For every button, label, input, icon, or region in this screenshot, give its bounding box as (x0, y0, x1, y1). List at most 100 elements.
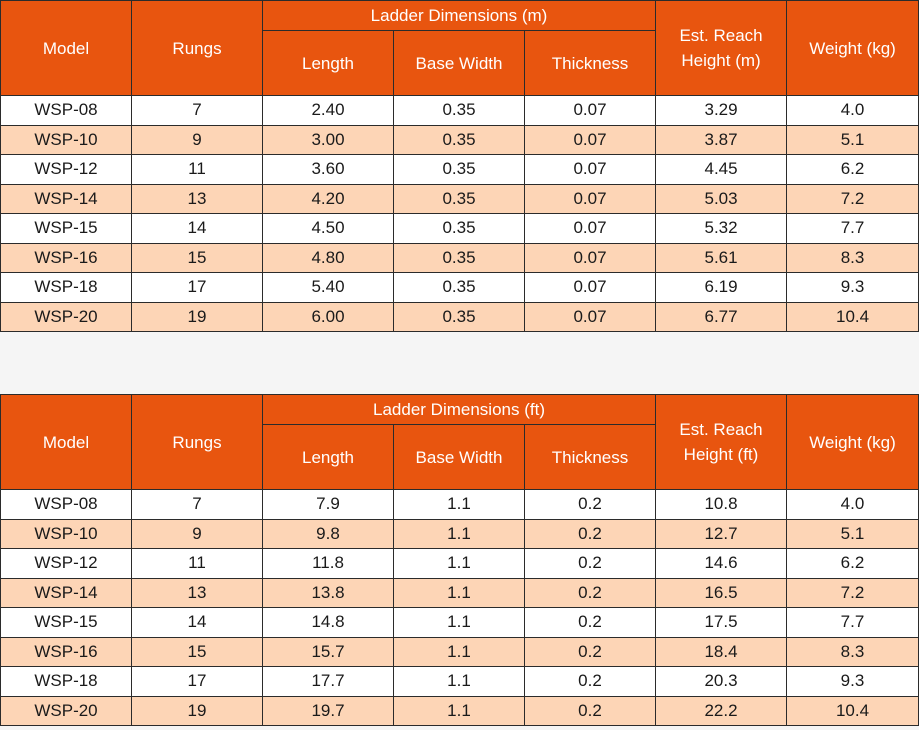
cell-reach-height: 17.5 (655, 607, 787, 638)
cell-model: WSP-16 (0, 242, 132, 273)
cell-weight: 5.1 (786, 518, 919, 549)
cell-length: 5.40 (262, 272, 394, 303)
column-header-base-width: Base Width (393, 424, 525, 490)
cell-reach-height: 20.3 (655, 666, 787, 697)
column-header-model: Model (0, 394, 132, 490)
cell-model: WSP-14 (0, 577, 132, 608)
cell-model: WSP-15 (0, 607, 132, 638)
cell-model: WSP-20 (0, 301, 132, 332)
cell-thickness: 0.07 (523, 272, 657, 303)
cell-length: 4.20 (262, 183, 394, 214)
table-body: WSP-08 7 7.9 1.1 0.2 10.8 4.0 WSP-10 9 9.8 1.1 0.2 1… (0, 489, 919, 726)
cell-thickness: 0.2 (524, 695, 656, 726)
column-header-base-width: Base Width (393, 30, 525, 96)
column-group-header-dimensions: Ladder Dimensions (m) (261, 0, 657, 31)
column-header-thickness: Thickness (524, 424, 656, 490)
cell-model: WSP-08 (0, 95, 132, 126)
cell-base-width: 1.1 (393, 695, 525, 726)
column-header-length: Length (262, 424, 394, 490)
table-row: WSP-08 7 2.40 0.35 0.07 3.29 4.0 (0, 95, 919, 126)
cell-base-width: 0.35 (393, 183, 525, 214)
cell-model: WSP-10 (0, 124, 132, 155)
cell-thickness: 0.07 (523, 95, 657, 126)
cell-length: 7.9 (262, 489, 394, 520)
cell-rungs: 14 (131, 607, 263, 638)
reach-header-line1: Est. Reach (679, 420, 763, 439)
cell-rungs: 9 (131, 124, 263, 155)
cell-model: WSP-14 (0, 183, 132, 214)
table-row: WSP-12 11 11.8 1.1 0.2 14.6 6.2 (0, 548, 919, 579)
cell-base-width: 0.35 (393, 124, 525, 155)
cell-thickness: 0.07 (523, 242, 657, 273)
cell-weight: 9.3 (786, 666, 919, 697)
cell-weight: 5.1 (786, 124, 919, 155)
cell-base-width: 1.1 (393, 548, 525, 579)
table-body: WSP-08 7 2.40 0.35 0.07 3.29 4.0 WSP-10 9 3.00 0.3… (0, 95, 919, 332)
cell-reach-height: 3.87 (655, 124, 788, 155)
cell-base-width: 1.1 (393, 607, 525, 638)
cell-reach-height: 6.77 (655, 301, 788, 332)
cell-model: WSP-08 (0, 489, 132, 520)
cell-length: 3.00 (262, 124, 394, 155)
cell-reach-height: 18.4 (655, 636, 787, 667)
cell-length: 15.7 (262, 636, 394, 667)
table-row: WSP-20 19 6.00 0.35 0.07 6.77 10.4 (0, 301, 919, 332)
cell-weight: 8.3 (786, 242, 919, 273)
table-row: WSP-10 9 3.00 0.35 0.07 3.87 5.1 (0, 124, 919, 155)
column-header-rungs: Rungs (131, 394, 263, 490)
cell-rungs: 11 (131, 548, 263, 579)
cell-rungs: 9 (131, 518, 263, 549)
cell-rungs: 14 (131, 213, 263, 244)
table-row: WSP-10 9 9.8 1.1 0.2 12.7 5.1 (0, 518, 919, 549)
table-row: WSP-16 15 15.7 1.1 0.2 18.4 8.3 (0, 636, 919, 667)
table-header: Model Rungs Ladder Dimensions (m) Est. R… (0, 0, 919, 96)
cell-length: 2.40 (262, 95, 394, 126)
cell-base-width: 0.35 (393, 301, 525, 332)
cell-reach-height: 5.03 (655, 183, 788, 214)
reach-header-line2: Height (m) (681, 51, 761, 70)
column-header-reach-height: Est. Reach Height (m) (655, 0, 788, 96)
cell-reach-height: 5.32 (655, 213, 788, 244)
cell-weight: 6.2 (786, 548, 919, 579)
table-row: WSP-14 13 13.8 1.1 0.2 16.5 7.2 (0, 577, 919, 608)
cell-length: 9.8 (262, 518, 394, 549)
cell-reach-height: 4.45 (655, 154, 788, 185)
column-header-weight: Weight (kg) (786, 394, 919, 490)
column-header-length: Length (262, 30, 394, 96)
cell-model: WSP-10 (0, 518, 132, 549)
cell-weight: 10.4 (786, 301, 919, 332)
cell-rungs: 7 (131, 489, 263, 520)
metric-spec-table: Model Rungs Ladder Dimensions (m) Est. R… (0, 0, 919, 332)
cell-weight: 7.7 (786, 607, 919, 638)
cell-base-width: 0.35 (393, 95, 525, 126)
column-header-thickness: Thickness (523, 30, 657, 96)
table-row: WSP-16 15 4.80 0.35 0.07 5.61 8.3 (0, 242, 919, 273)
cell-model: WSP-18 (0, 272, 132, 303)
cell-rungs: 13 (131, 183, 263, 214)
cell-weight: 4.0 (786, 489, 919, 520)
cell-model: WSP-12 (0, 548, 132, 579)
cell-rungs: 15 (131, 242, 263, 273)
cell-reach-height: 10.8 (655, 489, 787, 520)
cell-base-width: 1.1 (393, 577, 525, 608)
cell-weight: 7.2 (786, 577, 919, 608)
cell-model: WSP-15 (0, 213, 132, 244)
cell-thickness: 0.2 (524, 489, 656, 520)
cell-base-width: 0.35 (393, 213, 525, 244)
cell-length: 19.7 (262, 695, 394, 726)
cell-weight: 4.0 (786, 95, 919, 126)
cell-rungs: 7 (131, 95, 263, 126)
cell-rungs: 17 (131, 272, 263, 303)
cell-length: 17.7 (262, 666, 394, 697)
cell-rungs: 19 (131, 301, 263, 332)
cell-thickness: 0.2 (524, 518, 656, 549)
cell-model: WSP-12 (0, 154, 132, 185)
cell-base-width: 1.1 (393, 636, 525, 667)
cell-length: 4.80 (262, 242, 394, 273)
table-row: WSP-15 14 4.50 0.35 0.07 5.32 7.7 (0, 213, 919, 244)
cell-thickness: 0.2 (524, 548, 656, 579)
table-row: WSP-14 13 4.20 0.35 0.07 5.03 7.2 (0, 183, 919, 214)
cell-length: 13.8 (262, 577, 394, 608)
cell-rungs: 13 (131, 577, 263, 608)
table-row: WSP-08 7 7.9 1.1 0.2 10.8 4.0 (0, 489, 919, 520)
